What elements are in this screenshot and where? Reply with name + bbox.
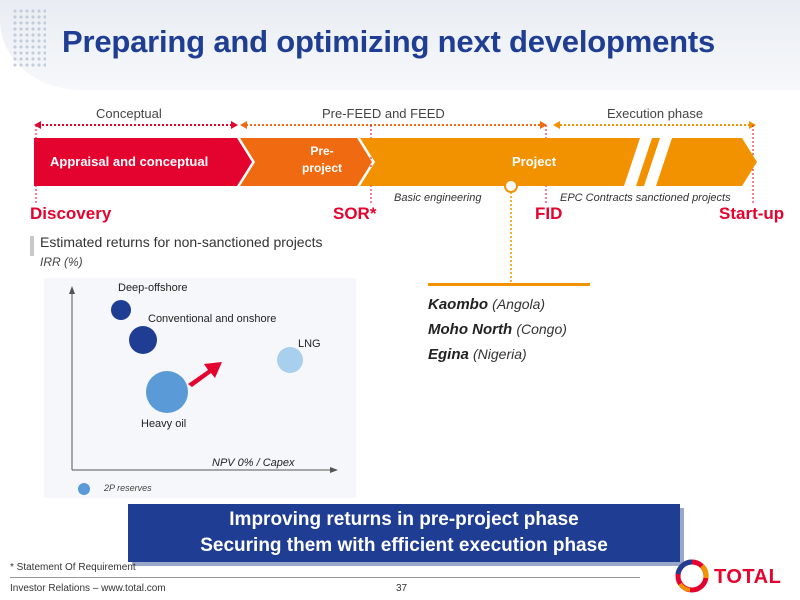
project-name: Egina [428, 346, 469, 363]
footer-investor-relations: Investor Relations – www.total.com [10, 583, 166, 594]
stage-preproject-line2: project [301, 161, 342, 175]
project-country: (Congo) [516, 321, 567, 337]
stage-preproject-label: Pre- project [292, 143, 352, 177]
sublabel-epc: EPC Contracts sanctioned projects [560, 192, 731, 204]
sublabel-basic-engineering: Basic engineering [394, 192, 482, 204]
point-lng [277, 347, 303, 373]
stage-break-2 [644, 138, 672, 186]
footer-divider [10, 577, 640, 578]
project-item: Egina (Nigeria) [428, 342, 567, 367]
stage-preproject-shape [240, 138, 372, 186]
project-item: Kaombo (Angola) [428, 292, 567, 317]
footnote: * Statement Of Requirement [10, 562, 136, 573]
stage-break-1 [624, 138, 652, 186]
milestone-startup: Start-up [719, 204, 785, 223]
key-message-banner: Improving returns in pre-project phase S… [128, 504, 680, 562]
project-list-rule [428, 283, 590, 286]
milestone-sor: SOR* [333, 204, 377, 223]
y-axis-arrow [69, 286, 75, 294]
arrow-left-prefeed [240, 121, 247, 129]
phase-label-execution: Execution phase [607, 106, 704, 121]
arrow-right-prefeed [540, 121, 547, 129]
phase-label-prefeed: Pre-FEED and FEED [322, 106, 445, 121]
legend-label: 2P reserves [104, 483, 152, 493]
x-axis-arrow [330, 467, 338, 473]
chart-background [44, 278, 356, 498]
improvement-arrow [188, 362, 222, 387]
project-country: (Nigeria) [473, 346, 527, 362]
label-heavy-oil: Heavy oil [141, 418, 187, 430]
page-title: Preparing and optimizing next developmen… [62, 24, 716, 59]
stage-project-label: Project [512, 154, 557, 169]
project-name: Moho North [428, 321, 513, 338]
stage-project-shape [360, 138, 757, 186]
label-deep-offshore: Deep-offshore [118, 282, 188, 294]
fid-connector [504, 179, 518, 282]
phase-label-conceptual: Conceptual [96, 106, 162, 121]
project-list: Kaombo (Angola) Moho North (Congo) Egina… [428, 292, 567, 367]
irr-axis-label: IRR (%) [40, 255, 83, 269]
title-bar: Preparing and optimizing next developmen… [0, 0, 800, 90]
milestone-discovery: Discovery [30, 204, 112, 223]
stage-preproject-line1: Pre- [310, 144, 334, 158]
banner-line-2: Securing them with efficient execution p… [200, 535, 608, 556]
project-name: Kaombo [428, 296, 488, 313]
stage-appraisal-label: Appraisal and conceptual [50, 154, 209, 169]
page-number: 37 [396, 583, 408, 594]
arrow-left-conceptual [34, 121, 41, 129]
section-marker [30, 236, 34, 256]
point-heavy-oil [146, 371, 188, 413]
point-conventional-onshore [129, 326, 157, 354]
arrow-right-conceptual [231, 121, 238, 129]
title-dots-decoration [12, 8, 46, 68]
legend-marker [78, 483, 90, 495]
label-lng: LNG [298, 338, 321, 350]
fid-marker-circle [504, 179, 518, 193]
phase-arrows [34, 121, 756, 129]
arrow-left-execution [553, 121, 560, 129]
total-logo-text: TOTAL [714, 566, 782, 588]
project-country: (Angola) [492, 296, 546, 312]
stage-appraisal-shape [34, 138, 252, 186]
project-item: Moho North (Congo) [428, 317, 567, 342]
label-conventional-onshore: Conventional and onshore [148, 313, 277, 325]
total-logo-icon [675, 559, 709, 593]
x-axis-label: NPV 0% / Capex [212, 457, 295, 469]
point-deep-offshore [111, 300, 131, 320]
timeline-chevrons [34, 138, 757, 186]
section-title: Estimated returns for non-sanctioned pro… [40, 234, 323, 250]
banner-line-1: Improving returns in pre-project phase [229, 509, 579, 530]
milestone-fid: FID [535, 204, 563, 223]
